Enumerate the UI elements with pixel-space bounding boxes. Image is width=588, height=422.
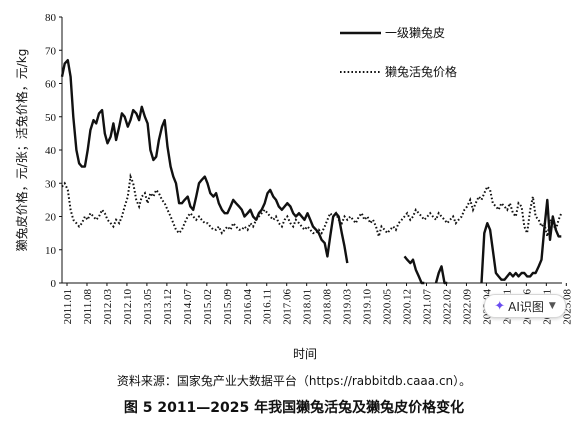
x-tick-label: 2017.06 xyxy=(282,289,294,325)
figure-caption: 图 5 2011—2025 年我国獭兔活兔及獭兔皮价格变化 xyxy=(123,400,465,416)
y-tick-label: 50 xyxy=(45,112,57,124)
line-chart: 0 10 20 30 40 50 60 70 80 2011.01 2011.08 2012.03 2… xyxy=(14,12,573,361)
series-pelt-line xyxy=(434,265,448,285)
axes xyxy=(61,17,562,284)
x-tick-label: 2020.12 xyxy=(402,289,414,325)
ai-button-label: AI识图 xyxy=(508,299,544,314)
x-tick-label: 2015.09 xyxy=(222,289,234,325)
sparkle-icon: ✦ xyxy=(494,298,506,314)
x-tick-label: 2011.08 xyxy=(82,289,94,325)
x-axis-label: 时间 xyxy=(293,347,317,361)
y-tick-label: 40 xyxy=(45,145,57,157)
x-tick-label: 2018.08 xyxy=(322,289,334,325)
series-pelt-line xyxy=(480,198,562,284)
ai-recognize-button[interactable]: ✦ AI识图 ▼ xyxy=(484,294,566,318)
legend-label: 一级獭兔皮 xyxy=(385,25,445,40)
x-tick-label: 2016.11 xyxy=(262,289,274,324)
x-tick-label: 2014.07 xyxy=(182,289,194,325)
x-tick-label: 2013.05 xyxy=(142,289,154,325)
x-tick-label: 2022.09 xyxy=(461,289,473,325)
y-axis-label: 獭兔皮价格，元/张；活兔价格，元/kg xyxy=(14,49,29,252)
series-pelt-line xyxy=(60,59,349,264)
x-tick-label: 2012.03 xyxy=(102,289,114,325)
source-note: 资料来源：国家兔产业大数据平台（https://rabbitdb.caaa.cn… xyxy=(116,374,472,388)
x-tick-label: 2015.02 xyxy=(202,289,214,325)
x-tick-label: 2018.01 xyxy=(302,289,314,325)
x-tick-label: 2020.05 xyxy=(382,289,394,325)
y-tick-label: 30 xyxy=(45,178,57,190)
y-tick-label: 70 xyxy=(45,45,57,57)
y-tick-label: 60 xyxy=(45,79,57,91)
y-ticks: 0 10 20 30 40 50 60 70 80 xyxy=(45,12,62,290)
y-tick-label: 20 xyxy=(45,212,57,224)
x-tick-label: 2019.03 xyxy=(342,289,354,325)
y-tick-label: 80 xyxy=(45,12,57,24)
x-tick-label: 2025.08 xyxy=(561,289,573,325)
x-tick-label: 2022.02 xyxy=(441,289,453,325)
y-tick-label: 10 xyxy=(45,245,57,257)
x-tick-label: 2011.01 xyxy=(62,289,74,324)
plot-area xyxy=(60,59,563,285)
x-tick-label: 2021.07 xyxy=(422,289,434,325)
x-tick-label: 2012.10 xyxy=(122,289,134,325)
x-tick-label: 2019.10 xyxy=(362,289,374,325)
x-tick-label: 2016.04 xyxy=(242,289,254,325)
y-tick-label: 0 xyxy=(51,278,57,290)
series-pelt-line xyxy=(403,255,425,285)
x-tick-label: 2013.12 xyxy=(162,289,174,325)
chevron-down-icon: ▼ xyxy=(548,301,556,311)
legend-label: 獭兔活兔价格 xyxy=(385,64,457,79)
